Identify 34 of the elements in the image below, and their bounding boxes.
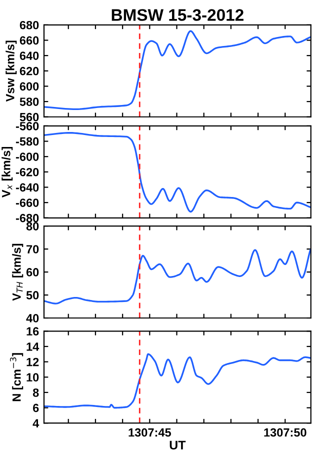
- y-tick-label: 4: [32, 419, 40, 428]
- y-tick-label: -640: [16, 183, 39, 192]
- y-tick-label: 660: [20, 36, 39, 45]
- y-axis-title: N [cm$^{−3}$]: [10, 353, 24, 402]
- y-tick-label: 12: [26, 358, 39, 366]
- y-tick-label: -660: [16, 198, 39, 207]
- y-tick-label: 680: [20, 20, 39, 30]
- y-tick-label: 8: [32, 388, 39, 397]
- y-axis-title: Vsw [km/s]: [6, 40, 17, 102]
- x-axis-title: UT: [170, 440, 186, 450]
- y-tick-label: 580: [20, 98, 39, 106]
- y-tick-label: -620: [16, 168, 39, 176]
- y-tick-label: 14: [26, 342, 40, 351]
- x-tick-label: 1307:45: [128, 428, 172, 437]
- y-tick-label: 40: [26, 314, 39, 322]
- y-tick-label: 50: [26, 291, 39, 300]
- y-tick-label: 640: [20, 52, 39, 60]
- y-tick-label: -580: [16, 137, 39, 146]
- y-tick-label: 10: [26, 373, 39, 382]
- y-tick-label: 620: [20, 66, 39, 76]
- y-tick-label: 600: [20, 82, 39, 91]
- y-tick-label: -560: [16, 122, 39, 130]
- y-axis-title: V$_{x}$ [km/s]: [2, 147, 13, 198]
- chart-title: BMSW 15-3-2012: [112, 9, 244, 21]
- y-axis-title: V$_{TH}$ [km/s]: [12, 244, 24, 301]
- y-tick-label: -680: [16, 214, 39, 222]
- y-tick-label: 70: [26, 245, 39, 254]
- y-tick-label: 6: [33, 404, 39, 412]
- y-tick-label: 560: [20, 112, 39, 122]
- y-tick-label: 16: [26, 327, 39, 336]
- x-tick-label: 1307:50: [264, 428, 306, 437]
- y-tick-label: -600: [16, 152, 39, 161]
- y-tick-label: 80: [26, 222, 39, 230]
- y-tick-label: 60: [26, 268, 39, 276]
